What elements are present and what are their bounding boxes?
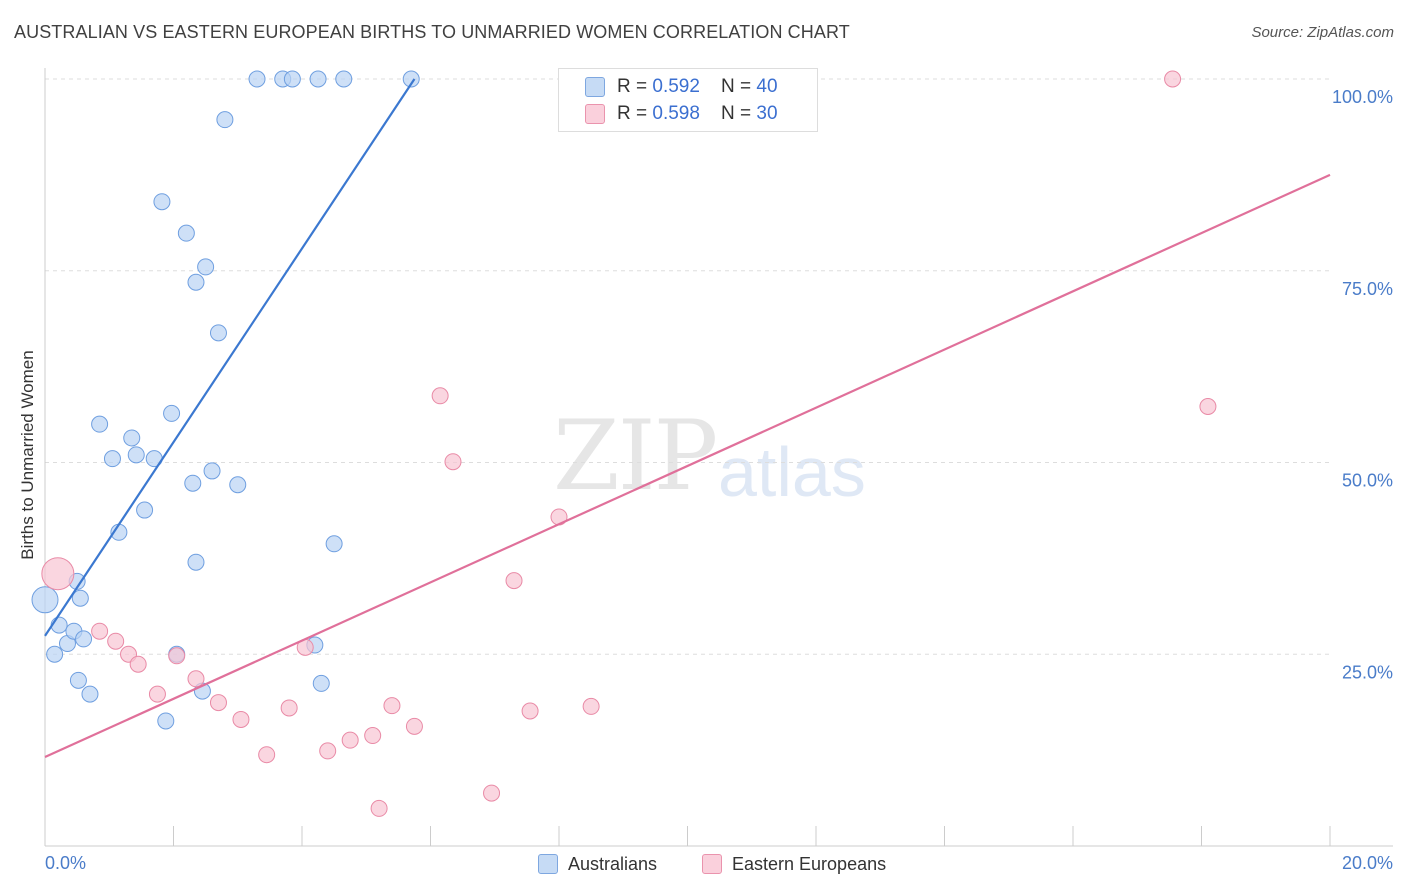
australians-point	[187, 273, 205, 291]
australians-point	[103, 450, 121, 468]
r-label: R =	[617, 76, 653, 97]
australians-point	[69, 671, 87, 689]
eastern-europeans-point	[582, 697, 600, 715]
eastern-europeans-point	[280, 699, 298, 717]
chart-title: AUSTRALIAN VS EASTERN EUROPEAN BIRTHS TO…	[14, 22, 850, 42]
australians-point	[335, 70, 353, 88]
australians-point	[216, 111, 234, 129]
australians-point	[177, 224, 195, 242]
eastern-europeans-point	[370, 799, 388, 817]
eastern-europeans-swatch	[585, 104, 605, 124]
australians-point	[229, 476, 247, 494]
australians-point	[197, 258, 215, 276]
australians-point	[163, 404, 181, 422]
eastern-europeans-point	[505, 572, 523, 590]
watermark-atlas: atlas	[718, 433, 866, 511]
correlation-legend: R = 0.592 N = 40 R = 0.598 N = 30	[558, 68, 818, 132]
eastern-europeans-point	[232, 710, 250, 728]
n-value: 40	[756, 76, 778, 97]
r-value: 0.598	[652, 103, 700, 124]
y-tick-label: 50.0%	[1342, 471, 1393, 491]
eastern-europeans-point	[148, 685, 166, 703]
watermark-zip: ZIP	[553, 400, 718, 512]
australians-point	[81, 685, 99, 703]
australians-point	[50, 616, 68, 634]
australians-point	[184, 474, 202, 492]
australians-point	[127, 446, 145, 464]
australians-point	[325, 535, 343, 553]
eastern-europeans-legend-swatch	[702, 854, 722, 874]
australians-point	[309, 70, 327, 88]
australians-legend-swatch	[538, 854, 558, 874]
eastern-europeans-point	[431, 387, 449, 405]
eastern-europeans-point	[521, 702, 539, 720]
y-tick-label: 100.0%	[1332, 87, 1393, 107]
y-tick-label: 75.0%	[1342, 279, 1393, 299]
eastern-europeans-point	[444, 453, 462, 471]
australians-point	[209, 324, 227, 342]
legend-item-australians[interactable]: Australians	[538, 852, 657, 876]
australians-point	[75, 630, 93, 648]
r-label: R =	[617, 103, 653, 124]
australians-point	[312, 674, 330, 692]
australians-point	[248, 70, 266, 88]
x-tick-label: 20.0%	[1342, 853, 1393, 873]
australians-point	[71, 589, 89, 607]
eastern-europeans-point	[187, 670, 205, 688]
australians-point	[123, 429, 141, 447]
source-label: Source: ZipAtlas.com	[1251, 24, 1394, 41]
australians-point	[153, 193, 171, 211]
eastern-europeans-point	[341, 731, 359, 749]
x-tick-label: 0.0%	[45, 853, 86, 873]
australians-point	[31, 586, 59, 614]
australians-point	[203, 462, 221, 480]
eastern-europeans-point	[258, 746, 276, 764]
eastern-europeans-point	[364, 727, 382, 745]
eastern-europeans-point	[383, 697, 401, 715]
legend-item-eastern-europeans[interactable]: Eastern Europeans	[702, 852, 886, 876]
australians-point	[91, 415, 109, 433]
n-value: 30	[756, 103, 778, 124]
eastern-europeans-point	[168, 647, 186, 665]
eastern-europeans-point	[209, 694, 227, 712]
eastern-europeans-point	[107, 632, 125, 650]
eastern-europeans-point	[41, 557, 75, 591]
eastern-europeans-point	[483, 784, 501, 802]
eastern-europeans-point	[319, 742, 337, 760]
eastern-europeans-point	[129, 655, 147, 673]
australians-point	[136, 501, 154, 519]
eastern-europeans-point	[91, 622, 109, 640]
eastern-europeans-point	[405, 717, 423, 735]
australians-point	[283, 70, 301, 88]
n-label: N =	[721, 76, 757, 97]
australians-point	[157, 712, 175, 730]
australians-legend-label: Australians	[568, 853, 658, 874]
y-tick-label: 25.0%	[1342, 662, 1393, 682]
eastern-europeans-point	[1199, 398, 1217, 416]
n-label: N =	[721, 103, 757, 124]
r-value: 0.592	[652, 76, 700, 97]
eastern-europeans-legend-label: Eastern Europeans	[732, 853, 887, 874]
eastern-europeans-trend-line	[44, 173, 1331, 759]
australians-trend-line	[44, 78, 416, 637]
australians-point	[187, 553, 205, 571]
australians-point	[46, 645, 64, 663]
australians-swatch	[585, 77, 605, 97]
australians-point	[402, 70, 420, 88]
eastern-europeans-point	[1164, 70, 1182, 88]
